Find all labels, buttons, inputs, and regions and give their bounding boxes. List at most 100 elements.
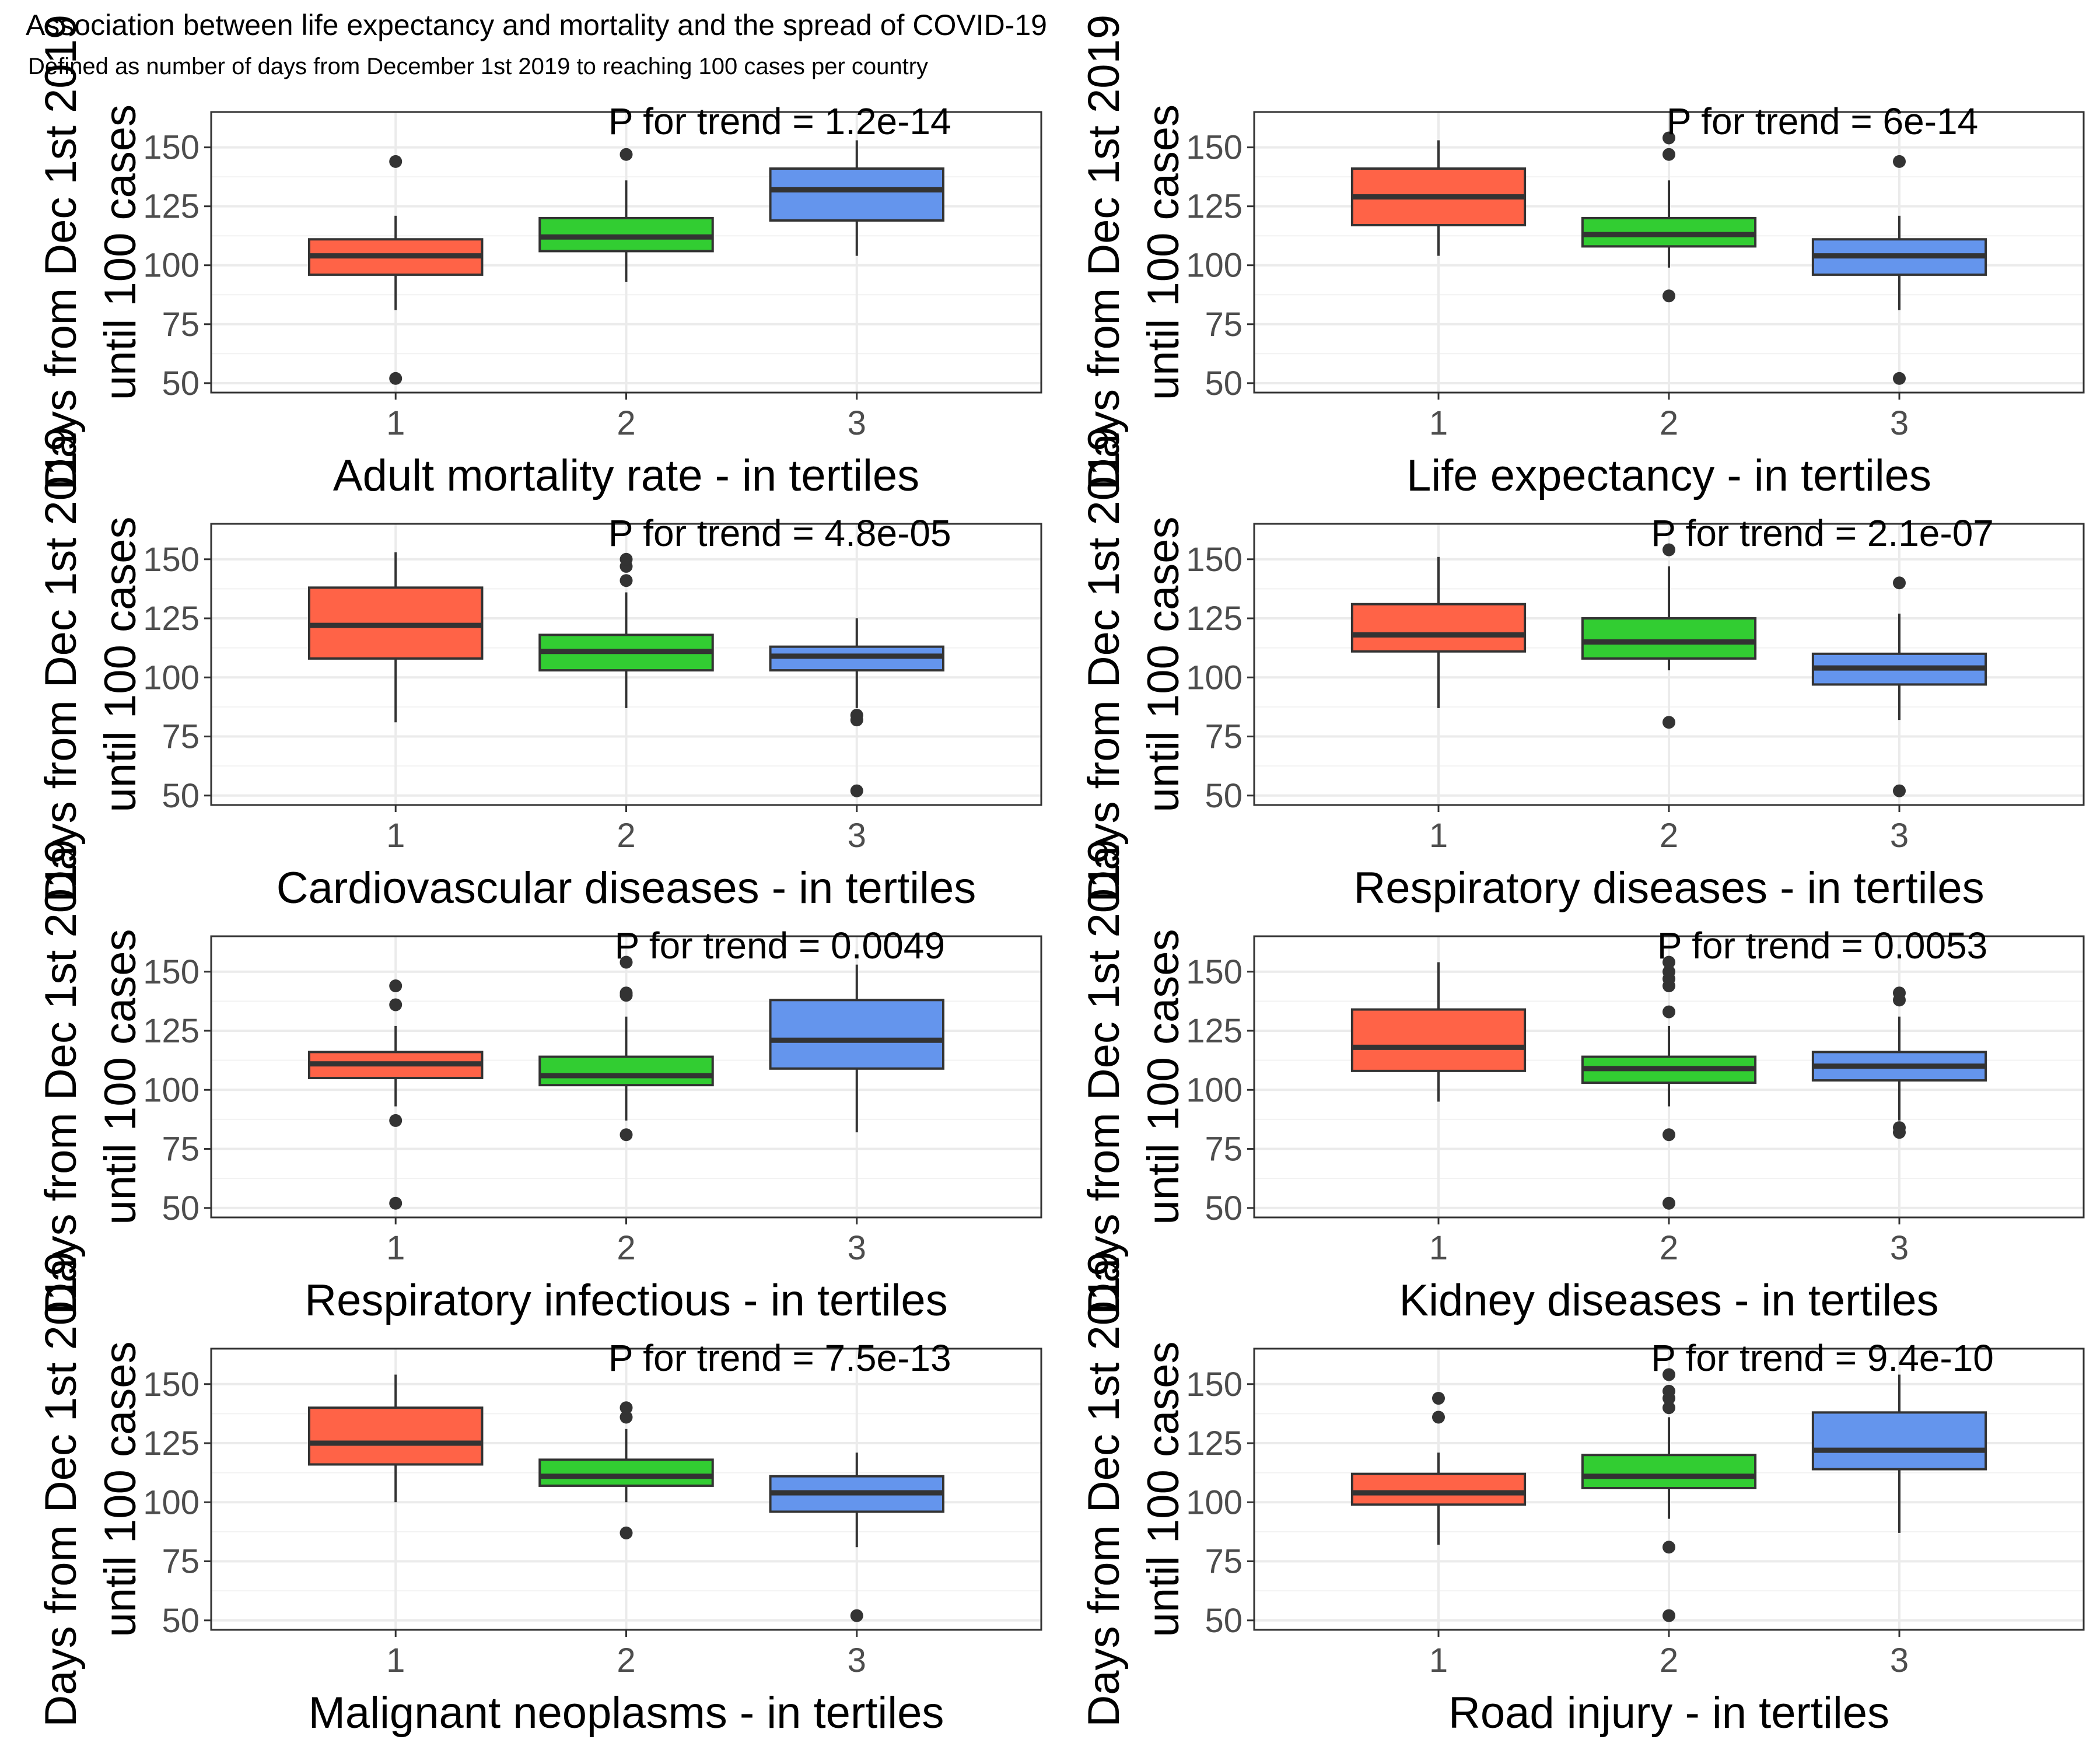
- box-tertile-3: [769, 964, 945, 1133]
- y-tick-label: 100: [143, 1071, 200, 1109]
- y-tick-label: 100: [143, 659, 200, 696]
- outlier-point: [1662, 148, 1675, 161]
- figure-subtitle: Defined as number of days from December …: [28, 54, 929, 79]
- y-tick-label: 125: [1186, 188, 1242, 226]
- y-tick-label: 75: [162, 1543, 200, 1581]
- panel-1: 50 75 100 125 150 1 2 3 Adult mortality rate - i…: [36, 15, 1042, 501]
- y-axis-title-line1: Days from Dec 1st 2019: [36, 839, 86, 1314]
- outlier-point: [1662, 1196, 1675, 1210]
- box-tertile-1: [1350, 556, 1527, 708]
- box-tertile-2: [1581, 543, 1757, 729]
- y-tick-label: 100: [1186, 1483, 1242, 1521]
- box-tertile-2: [1581, 1368, 1757, 1622]
- outlier-point: [1432, 1392, 1445, 1405]
- y-tick-label: 75: [162, 718, 200, 756]
- box-iqr: [307, 1406, 484, 1466]
- y-tick-label: 125: [143, 600, 200, 638]
- box-tertile-1: [1350, 962, 1527, 1102]
- outlier-point: [1662, 543, 1675, 556]
- outlier-point: [1662, 1384, 1675, 1398]
- outlier-point: [389, 1196, 402, 1210]
- outlier-point: [620, 986, 633, 1000]
- box-tertile-1: [1350, 1392, 1527, 1545]
- box-tertile-3: [1811, 155, 1987, 385]
- outlier-point: [1893, 986, 1906, 1000]
- y-axis-title-line1: Days from Dec 1st 2019: [36, 15, 86, 490]
- y-tick-label: 50: [1205, 365, 1242, 402]
- y-tick-label: 100: [143, 247, 200, 285]
- y-axis-title-line1: Days from Dec 1st 2019: [1079, 1251, 1129, 1727]
- panel-7: 50 75 100 125 150 1 2 3 Malignant neoplasms - in…: [36, 1251, 1042, 1738]
- outlier-point: [1662, 1541, 1675, 1554]
- y-tick-label: 150: [1186, 541, 1242, 579]
- p-trend-annotation: P for trend = 6e-14: [1667, 100, 1978, 142]
- panel-5: 50 75 100 125 150 1 2 3 Respiratory infectious -…: [36, 839, 1042, 1325]
- x-tick-label: 1: [1429, 404, 1448, 442]
- y-tick-label: 100: [1186, 659, 1242, 696]
- y-tick-label: 75: [1205, 1543, 1242, 1581]
- y-axis-title-line1: Days from Dec 1st 2019: [1079, 15, 1129, 490]
- y-tick-label: 50: [1205, 777, 1242, 815]
- outlier-point: [1662, 716, 1675, 729]
- box-tertile-3: [769, 1452, 945, 1622]
- y-tick-label: 50: [162, 365, 200, 402]
- y-tick-label: 125: [1186, 1012, 1242, 1050]
- panel-3: 50 75 100 125 150 1 2 3 Cardiovascular diseases …: [36, 426, 1042, 913]
- box-tertile-2: [538, 148, 714, 282]
- y-tick-label: 125: [1186, 1424, 1242, 1462]
- outlier-point: [850, 784, 863, 797]
- box-tertile-1: [1350, 140, 1527, 256]
- box-iqr: [538, 1055, 714, 1087]
- box-iqr: [1350, 603, 1527, 653]
- box-tertile-1: [307, 1374, 484, 1503]
- x-tick-label: 3: [1890, 1642, 1909, 1679]
- y-tick-label: 100: [143, 1483, 200, 1521]
- outlier-point: [620, 956, 633, 969]
- y-tick-label: 100: [1186, 247, 1242, 285]
- panel-4: 50 75 100 125 150 1 2 3 Respiratory diseases - i…: [1079, 426, 2085, 913]
- y-tick-label: 150: [1186, 129, 1242, 167]
- box-iqr: [1581, 1454, 1757, 1489]
- x-tick-label: 2: [1660, 817, 1678, 855]
- figure-title: Association between life expectancy and …: [26, 9, 1047, 41]
- y-axis-title-line2: until 100 cases: [1139, 104, 1188, 400]
- y-tick-label: 125: [143, 1012, 200, 1050]
- x-tick-label: 1: [1429, 1229, 1448, 1267]
- y-axis-title-line1: Days from Dec 1st 2019: [1079, 839, 1129, 1314]
- x-tick-label: 3: [848, 817, 866, 855]
- outlier-point: [389, 155, 402, 168]
- x-axis-title: Kidney diseases - in tertiles: [1399, 1276, 1938, 1325]
- x-axis-title: Life expectancy - in tertiles: [1406, 451, 1931, 501]
- x-axis-title: Respiratory infectious - in tertiles: [304, 1276, 947, 1325]
- box-tertile-3: [769, 140, 945, 256]
- box-tertile-2: [538, 1401, 714, 1539]
- box-tertile-1: [307, 552, 484, 723]
- y-axis-title-line2: until 100 cases: [96, 517, 145, 813]
- box-iqr: [1581, 617, 1757, 660]
- y-tick-label: 50: [1205, 1602, 1242, 1640]
- outlier-point: [1662, 1005, 1675, 1019]
- y-axis-title-line2: until 100 cases: [96, 104, 145, 400]
- panel-6: 50 75 100 125 150 1 2 3 Kidney diseases - in ter…: [1079, 839, 2085, 1325]
- y-tick-label: 150: [143, 129, 200, 167]
- box-iqr: [769, 999, 945, 1070]
- x-tick-label: 1: [386, 1229, 405, 1267]
- x-tick-label: 3: [1890, 1229, 1909, 1267]
- box-tertile-3: [769, 618, 945, 797]
- x-axis-title: Malignant neoplasms - in tertiles: [309, 1688, 944, 1738]
- y-tick-label: 50: [162, 1602, 200, 1640]
- y-tick-label: 75: [1205, 718, 1242, 756]
- outlier-point: [620, 574, 633, 587]
- x-tick-label: 1: [386, 404, 405, 442]
- p-trend-annotation: P for trend = 0.0053: [1657, 925, 1987, 967]
- x-tick-label: 3: [848, 1642, 866, 1679]
- box-tertile-2: [538, 552, 714, 708]
- box-tertile-2: [1581, 956, 1757, 1210]
- outlier-point: [389, 998, 402, 1012]
- y-tick-label: 75: [1205, 1130, 1242, 1168]
- x-tick-label: 2: [617, 1642, 635, 1679]
- box-tertile-3: [1811, 986, 1987, 1139]
- x-tick-label: 1: [1429, 817, 1448, 855]
- p-trend-annotation: P for trend = 7.5e-13: [608, 1337, 951, 1379]
